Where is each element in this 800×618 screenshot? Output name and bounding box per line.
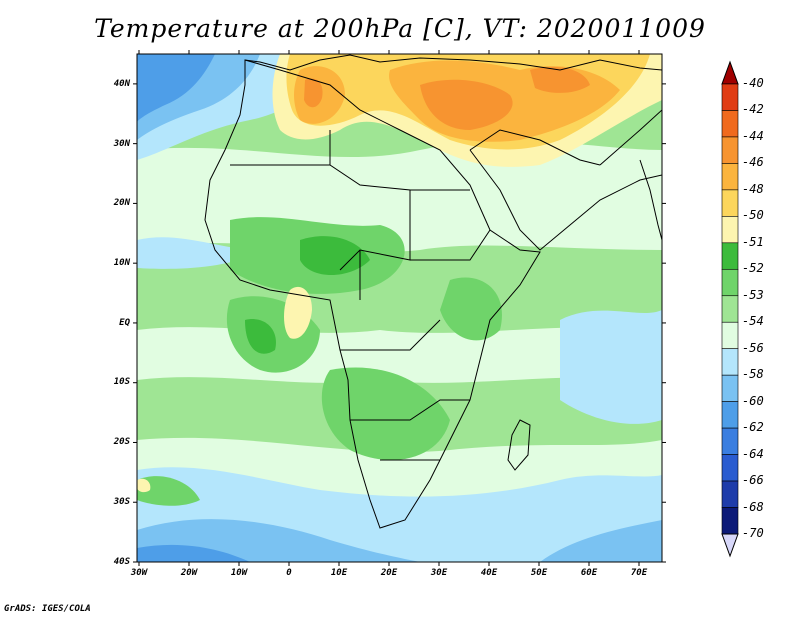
lon-label-0: 0	[286, 568, 292, 578]
lon-label-10e: 10E	[330, 568, 348, 578]
colorbar-label: -44	[742, 128, 764, 143]
lon-label-40e: 40E	[480, 568, 498, 578]
colorbar-label: -68	[742, 499, 764, 514]
colorbar-swatch	[721, 216, 739, 244]
lon-label-20w: 20W	[180, 568, 198, 578]
colorbar-label: -70	[742, 526, 764, 540]
colorbar-label: -56	[742, 340, 764, 355]
lon-label-10w: 10W	[230, 568, 248, 578]
lat-label-20s: 20S	[113, 437, 130, 447]
lon-label-60e: 60E	[580, 568, 598, 578]
colorbar-label: -51	[742, 234, 764, 249]
colorbar-swatch	[721, 189, 739, 217]
colorbar-swatch	[721, 348, 739, 376]
colorbar-swatch	[721, 163, 739, 191]
map-title: Temperature at 200hPa [C], VT: 202001100…	[94, 14, 706, 43]
colorbar-swatch	[721, 110, 739, 138]
colorbar-label: -62	[742, 420, 764, 435]
colorbar-label: -60	[742, 393, 764, 408]
lat-label-30s: 30S	[113, 497, 130, 507]
lat-label-10n: 10N	[113, 258, 130, 268]
colorbar-label: -53	[742, 287, 764, 302]
colorbar-label: -64	[742, 446, 764, 461]
colorbar-label: -40	[742, 76, 764, 90]
colorbar	[721, 60, 739, 558]
plot-frame	[136, 53, 663, 563]
colorbar-label: -46	[742, 155, 764, 170]
colorbar-label: -54	[742, 314, 764, 329]
credit-text: GrADS: IGES/COLA	[4, 604, 91, 614]
temperature-field	[137, 54, 662, 562]
colorbar-top-arrow	[721, 60, 739, 85]
colorbar-label: -48	[742, 181, 764, 196]
colorbar-swatch	[721, 268, 739, 297]
colorbar-label: -50	[742, 208, 764, 223]
colorbar-swatch	[721, 295, 739, 323]
colorbar-swatch	[721, 401, 739, 429]
colorbar-bottom-arrow	[721, 533, 739, 558]
lon-label-70e: 70E	[630, 568, 648, 578]
colorbar-swatch	[721, 454, 739, 482]
lon-label-50e: 50E	[530, 568, 548, 578]
lat-label-30n: 30N	[113, 139, 130, 149]
colorbar-swatch	[721, 507, 739, 535]
colorbar-label: -42	[742, 102, 764, 117]
lat-label-40s: 40S	[113, 557, 130, 567]
lat-label-10s: 10S	[113, 377, 130, 387]
colorbar-swatch	[721, 374, 739, 402]
colorbar-swatch	[721, 242, 739, 270]
lat-label-40n: 40N	[113, 79, 130, 89]
colorbar-swatch	[721, 480, 739, 508]
lon-label-30e: 30E	[430, 568, 448, 578]
lat-label-eq: EQ	[119, 318, 130, 328]
colorbar-swatch	[721, 136, 739, 164]
colorbar-swatch	[721, 321, 739, 350]
lon-label-30w: 30W	[130, 568, 148, 578]
colorbar-swatch	[721, 83, 739, 111]
colorbar-swatch	[721, 427, 739, 455]
colorbar-label: -58	[742, 367, 764, 382]
colorbar-label: -52	[742, 261, 764, 276]
lon-label-20e: 20E	[380, 568, 398, 578]
colorbar-label: -66	[742, 473, 764, 488]
coastlines	[204, 54, 662, 529]
lat-label-20n: 20N	[113, 198, 130, 208]
